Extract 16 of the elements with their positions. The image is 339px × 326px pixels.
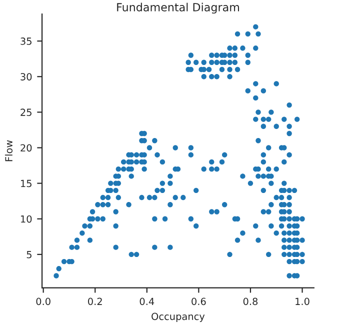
x-tick-label: 0.0 xyxy=(36,298,50,306)
y-axis-title: Flow xyxy=(4,140,13,162)
x-axis-title: Occupancy xyxy=(152,312,205,322)
y-tick-label: 20 xyxy=(20,144,32,152)
chart-title: Fundamental Diagram xyxy=(117,2,239,14)
y-tick-label: 25 xyxy=(20,108,32,116)
x-tick-label: 0.6 xyxy=(192,298,206,306)
x-tick-label: 0.4 xyxy=(140,298,154,306)
x-tick-label: 0.2 xyxy=(88,298,102,306)
y-tick-label: 35 xyxy=(20,38,32,45)
x-tick-label: 0.8 xyxy=(243,298,258,306)
y-tick-label: 5 xyxy=(26,251,32,258)
x-tick-label: 1.0 xyxy=(296,298,310,306)
y-tick-label: 15 xyxy=(21,180,32,188)
y-tick-label: 10 xyxy=(21,215,32,223)
y-tick-label: 30 xyxy=(20,73,32,80)
